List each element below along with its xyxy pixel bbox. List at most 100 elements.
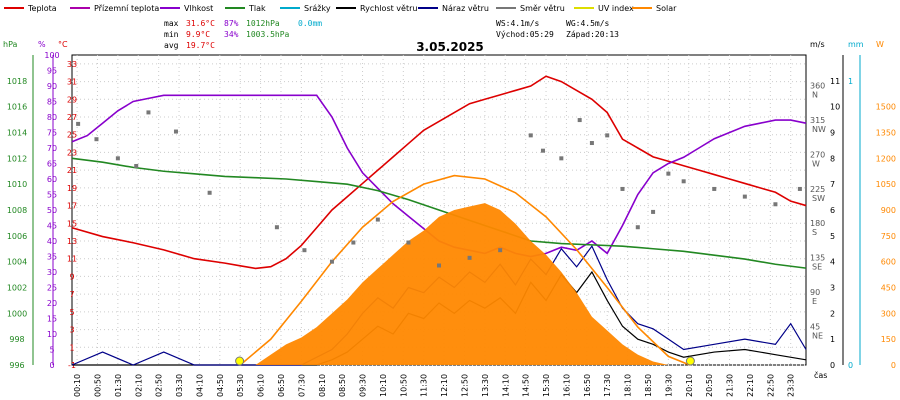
x-tick-label: 14:10 xyxy=(501,374,510,397)
legend-item: Náraz větru xyxy=(442,4,489,13)
x-tick-label: 23:30 xyxy=(787,374,796,397)
tick-label-temp: 3 xyxy=(69,326,74,335)
x-tick-label: 13:30 xyxy=(481,374,490,397)
sun-marker xyxy=(235,356,245,366)
tick-label-hPa: 1006 xyxy=(7,232,27,241)
x-tick-label: 00:50 xyxy=(93,374,102,397)
tick-label-temp: 33 xyxy=(67,60,77,69)
wind-dir-point xyxy=(467,255,472,260)
tick-label-ms: 5 xyxy=(830,232,835,241)
stat-wg: WG:4.5m/s xyxy=(566,19,610,28)
tick-label-temp: 17 xyxy=(67,202,77,211)
series-solar-theoretical- xyxy=(239,174,691,366)
wind-dir-point xyxy=(498,248,503,253)
legend-item: Směr větru xyxy=(520,4,565,13)
legend-item: UV index xyxy=(598,4,634,13)
x-axis-label: čas xyxy=(814,370,827,380)
tick-label-temp: 11 xyxy=(67,255,77,264)
tick-label-hum: 45 xyxy=(47,222,57,231)
tick-label-hum: 100 xyxy=(44,51,59,60)
axis-title-ms: m/s xyxy=(810,40,825,49)
tick-label-ms: 9 xyxy=(830,129,835,138)
tick-label-compass: NW xyxy=(812,125,826,134)
tick-label-W: 0 xyxy=(891,361,896,370)
x-tick-label: 14:50 xyxy=(522,374,531,397)
wind-dir-point xyxy=(437,263,441,268)
legend-item: Rychlost větru xyxy=(360,4,417,13)
tick-label-dir: 180 xyxy=(810,219,825,228)
series-tlak xyxy=(71,157,807,269)
x-tick-label: 17:30 xyxy=(603,374,612,397)
tick-label-hPa: 1004 xyxy=(7,258,27,267)
tick-label-W: 1350 xyxy=(876,129,896,138)
tick-label-temp: 25 xyxy=(67,131,77,140)
tick-label-hPa: 1000 xyxy=(7,309,27,318)
tick-label-hPa: 1002 xyxy=(7,284,27,293)
tick-label-hum: 55 xyxy=(47,191,57,200)
wind-dir-point xyxy=(712,186,717,191)
tick-label-hum: 10 xyxy=(47,330,57,339)
wind-dir-point xyxy=(274,225,279,230)
x-tick-label: 16:50 xyxy=(583,374,592,397)
legend-item: Teplota xyxy=(27,4,57,13)
x-tick-label: 18:50 xyxy=(644,374,653,397)
x-tick-label: 08:10 xyxy=(318,374,327,397)
stat-ws: WS:4.1m/s xyxy=(496,19,540,28)
wind-dir-point xyxy=(559,156,564,161)
stat-max-press: 1012hPa xyxy=(246,19,280,28)
x-tick-label: 09:30 xyxy=(359,374,368,397)
x-tick-label: 12:50 xyxy=(460,374,469,397)
wind-dir-point xyxy=(146,110,151,115)
x-tick-label: 08:50 xyxy=(338,374,347,397)
wind-dir-point xyxy=(540,148,545,153)
tick-label-ms: 8 xyxy=(830,154,835,163)
tick-label-ms: 3 xyxy=(830,284,835,293)
tick-label-hum: 25 xyxy=(47,284,57,293)
x-tick-label: 16:10 xyxy=(562,374,571,397)
x-tick-label: 06:10 xyxy=(257,374,266,397)
wind-dir-point xyxy=(666,171,671,176)
tick-label-W: 150 xyxy=(881,335,896,344)
stat-min-temp: 9.9°C xyxy=(186,30,210,39)
stat-rain: 0.0mm xyxy=(298,19,322,28)
tick-label-temp: 7 xyxy=(69,290,74,299)
tick-label-hum: 20 xyxy=(47,299,57,308)
tick-label-hPa: 996 xyxy=(9,361,24,370)
tick-label-hPa: 1012 xyxy=(7,154,27,163)
tick-label-hPa: 1010 xyxy=(7,180,27,189)
wind-dir-point xyxy=(406,240,411,245)
wind-dir-point xyxy=(620,186,625,191)
wind-dir-point xyxy=(605,133,610,138)
tick-label-hum: 40 xyxy=(47,237,57,246)
tick-label-hum: 65 xyxy=(47,160,57,169)
tick-label-ms: 4 xyxy=(830,258,835,267)
x-tick-label: 04:10 xyxy=(195,374,204,397)
tick-label-ms: 7 xyxy=(830,180,835,189)
tick-label-hum: 0 xyxy=(49,361,54,370)
tick-label-compass: S xyxy=(812,228,817,237)
tick-label-compass: NE xyxy=(812,332,823,341)
tick-label-hPa: 1014 xyxy=(7,129,27,138)
wind-dir-point xyxy=(577,118,582,123)
stat-max-label: max xyxy=(164,19,179,28)
tick-label-hum: 35 xyxy=(47,253,57,262)
tick-label-dir: 360 xyxy=(810,81,825,90)
tick-label-temp: 5 xyxy=(69,308,74,317)
tick-label-ms: 10 xyxy=(830,103,840,112)
wind-dir-point xyxy=(302,248,307,253)
axis-title-temp: °C xyxy=(58,40,68,49)
x-tick-label: 01:30 xyxy=(114,374,123,397)
stat-max-temp: 31.6°C xyxy=(186,19,215,28)
wind-dir-point xyxy=(173,129,178,134)
tick-label-W: 750 xyxy=(881,232,896,241)
x-tick-label: 22:10 xyxy=(746,374,755,397)
tick-label-hum: 95 xyxy=(47,67,57,76)
tick-label-dir: 135 xyxy=(810,254,825,263)
stat-avg-label: avg xyxy=(164,41,179,50)
legend-item: Přízemní teplota xyxy=(94,4,159,13)
axis-title-hPa: hPa xyxy=(3,40,18,49)
legend-item: Vlhkost xyxy=(184,4,213,13)
legend-item: Srážky xyxy=(304,4,331,13)
wind-dir-point xyxy=(351,240,356,245)
